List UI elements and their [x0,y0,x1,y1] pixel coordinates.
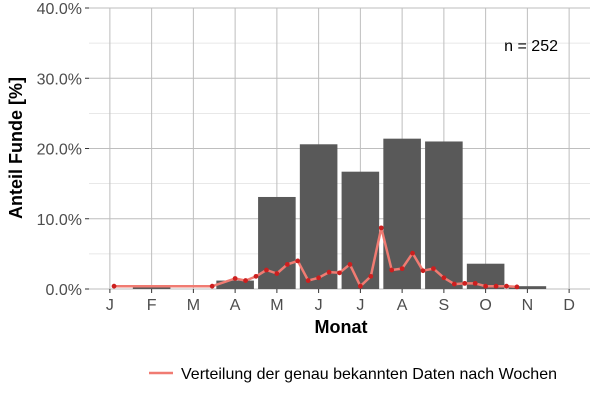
y-axis-title: Anteil Funde [%] [6,77,26,219]
series-point [410,250,415,256]
bar [132,286,171,289]
bar [508,286,547,289]
series-point [209,283,215,289]
series-point [316,275,322,281]
series-point [420,268,426,274]
x-tick-label: A [397,297,408,314]
y-tick-label: 0.0% [46,282,82,299]
series-point [232,276,238,281]
series-point [378,225,384,231]
series-point [483,283,489,289]
x-tick-label: M [270,297,283,314]
bar [341,171,380,289]
series-point [514,284,520,290]
line-layer [111,225,520,290]
series-point [357,283,363,289]
bar [299,144,338,289]
x-tick-label: M [187,297,200,314]
series-point [399,266,405,272]
axis-layer: 0.0% 10.0% 20.0% 30.0% 40.0% J F M A M J J A S O N D [37,1,575,314]
y-tick-label: 20.0% [37,142,82,159]
x-tick-label: A [230,297,241,314]
series-point [274,271,280,276]
y-tick-label: 30.0% [37,71,82,88]
x-tick-label: D [563,297,575,314]
bar [216,280,254,289]
series-point [305,278,311,283]
y-tick-label: 10.0% [37,212,82,229]
series-point [264,267,269,273]
x-tick-label: J [106,297,114,314]
x-tick-label: F [147,297,157,314]
series-point [111,283,117,289]
series-point [451,281,457,287]
series-point [347,262,353,267]
series-point [389,267,395,273]
series-point [368,273,374,279]
bar [425,141,463,289]
x-axis-title: Monat [315,317,368,337]
annotation-n: n = 252 [504,38,558,55]
series-point [493,283,499,289]
x-tick-label: O [479,297,491,314]
x-tick-label: J [356,297,364,314]
series-point [504,283,509,289]
x-tick-label: N [522,297,534,314]
series-point [326,269,332,275]
series-point [431,266,436,272]
bars-layer [132,138,547,289]
series-point [284,262,290,267]
series-point [295,258,301,264]
legend-label: Verteilung der genau bekannten Daten nac… [181,366,557,383]
series-point [253,273,259,279]
legend: Verteilung der genau bekannten Daten nac… [149,366,557,383]
series-point [462,280,468,286]
x-tick-label: S [439,297,450,314]
y-tick-label: 40.0% [37,1,82,18]
series-point [441,275,447,281]
x-tick-label: J [315,297,323,314]
series-point [243,278,248,283]
series-point [472,280,478,286]
series-point [337,270,342,276]
